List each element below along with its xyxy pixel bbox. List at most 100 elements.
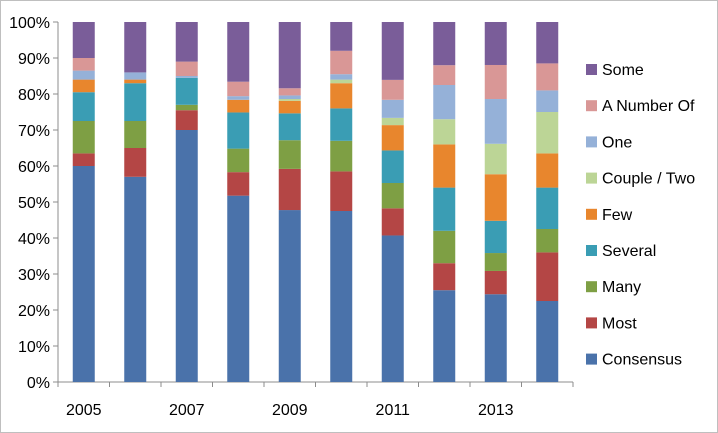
- x-tick-label: 2013: [478, 402, 514, 419]
- bar-segment-several: [72, 92, 95, 121]
- bar-stack-2008: [227, 22, 250, 382]
- bar-segment-couple-two: [278, 99, 301, 101]
- bar-segment-a-number-of: [433, 65, 456, 85]
- bar-segment-consensus: [330, 211, 353, 382]
- bar-segment-few: [536, 153, 559, 188]
- legend-swatch: [586, 172, 597, 184]
- bar-segment-couple-two: [433, 119, 456, 145]
- y-tick-label: 70%: [18, 123, 50, 140]
- bar-stack-2007: [175, 22, 198, 382]
- bar-segment-a-number-of: [278, 88, 301, 96]
- legend-item-few: Few: [586, 207, 633, 224]
- legend-item-one: One: [586, 134, 632, 151]
- legend-item-couple-two: Couple / Two: [586, 171, 695, 188]
- legend-label: Many: [602, 279, 641, 296]
- bar-segment-a-number-of: [330, 50, 353, 75]
- legend-item-most: Most: [586, 315, 637, 332]
- bar-segment-many: [484, 253, 507, 271]
- bar-segment-few: [124, 79, 147, 84]
- bar-segment-many: [536, 229, 559, 253]
- bar-stack-2012: [433, 22, 456, 382]
- bar-segment-a-number-of: [381, 79, 404, 100]
- bar-segment-some: [175, 22, 198, 62]
- bar-segment-one: [124, 72, 147, 80]
- x-tick-label: 2007: [169, 402, 205, 419]
- y-tick-label: 100%: [9, 15, 50, 32]
- legend-item-many: Many: [586, 279, 641, 296]
- bar-segment-one: [484, 99, 507, 144]
- bar-segment-few: [381, 125, 404, 151]
- bar-segment-some: [278, 22, 301, 89]
- bar-segment-one: [175, 76, 198, 78]
- bar-segment-consensus: [124, 176, 147, 382]
- bar-segment-one: [433, 85, 456, 120]
- bar-segment-couple-two: [330, 79, 353, 84]
- bar-segment-one: [330, 74, 353, 80]
- legend-swatch: [586, 353, 597, 365]
- x-tick-label: 2011: [376, 402, 411, 419]
- bar-segment-several: [330, 108, 353, 141]
- bar-segment-most: [484, 270, 507, 295]
- bar-segment-several: [536, 187, 559, 229]
- y-tick-label: 80%: [18, 87, 50, 104]
- legend-swatch: [586, 245, 597, 256]
- bar-segment-many: [433, 230, 456, 264]
- bar-segment-a-number-of: [175, 61, 198, 76]
- bar-segment-few: [433, 144, 456, 188]
- legend-swatch: [586, 64, 597, 75]
- bar-segment-some: [536, 22, 559, 64]
- bar-segment-several: [227, 112, 250, 149]
- bar-segment-several: [433, 187, 456, 231]
- legend-label: One: [602, 134, 632, 151]
- bar-segment-many: [124, 121, 147, 148]
- bar-segment-some: [72, 22, 95, 58]
- bar-segment-one: [227, 96, 250, 100]
- y-tick-label: 30%: [18, 267, 50, 284]
- legend-label: Few: [602, 207, 633, 224]
- legend-item-some: Some: [586, 62, 644, 79]
- legend-swatch: [586, 100, 597, 112]
- bar-segment-one: [72, 70, 95, 80]
- bar-stack-2005: [72, 22, 95, 382]
- bar-stack-2011: [381, 22, 404, 382]
- bar-segment-most: [330, 171, 353, 211]
- bar-segment-some: [124, 22, 147, 73]
- bar-segment-a-number-of: [484, 64, 507, 100]
- bar-segment-some: [433, 22, 456, 66]
- legend-label: Several: [602, 243, 656, 260]
- bar-segment-consensus: [72, 166, 95, 382]
- bar-segment-consensus: [381, 235, 404, 382]
- legend-swatch: [586, 136, 597, 148]
- bar-segment-a-number-of: [536, 63, 559, 91]
- bars: [72, 22, 559, 382]
- bar-segment-consensus: [536, 301, 559, 382]
- bar-segment-consensus: [484, 294, 507, 382]
- bar-segment-some: [381, 22, 404, 80]
- y-tick-label: 0%: [27, 375, 50, 392]
- bar-segment-few: [72, 79, 95, 93]
- bar-segment-one: [381, 99, 404, 118]
- bar-segment-most: [381, 208, 404, 236]
- bar-segment-some: [227, 22, 250, 82]
- x-tick-label: 2009: [272, 402, 308, 419]
- y-tick-label: 60%: [18, 159, 50, 176]
- legend: Some A Number Of One Couple / Two Few Several…: [586, 62, 695, 369]
- bar-segment-some: [484, 22, 507, 65]
- bar-segment-few: [330, 83, 353, 109]
- legend-label: Couple / Two: [602, 171, 695, 188]
- legend-item-several: Several: [586, 243, 656, 260]
- bar-segment-few: [227, 99, 250, 113]
- bar-segment-few: [484, 174, 507, 221]
- legend-item-a-number-of: A Number Of: [586, 98, 695, 115]
- bar-segment-most: [536, 252, 559, 301]
- bar-segment-consensus: [175, 130, 198, 382]
- bar-segment-many: [381, 183, 404, 209]
- y-tick-label: 40%: [18, 231, 50, 248]
- bar-segment-most: [175, 110, 198, 130]
- bar-segment-one: [536, 90, 559, 112]
- y-tick-label: 10%: [18, 339, 50, 356]
- x-tick-label: 2005: [66, 402, 102, 419]
- legend-swatch: [586, 317, 597, 329]
